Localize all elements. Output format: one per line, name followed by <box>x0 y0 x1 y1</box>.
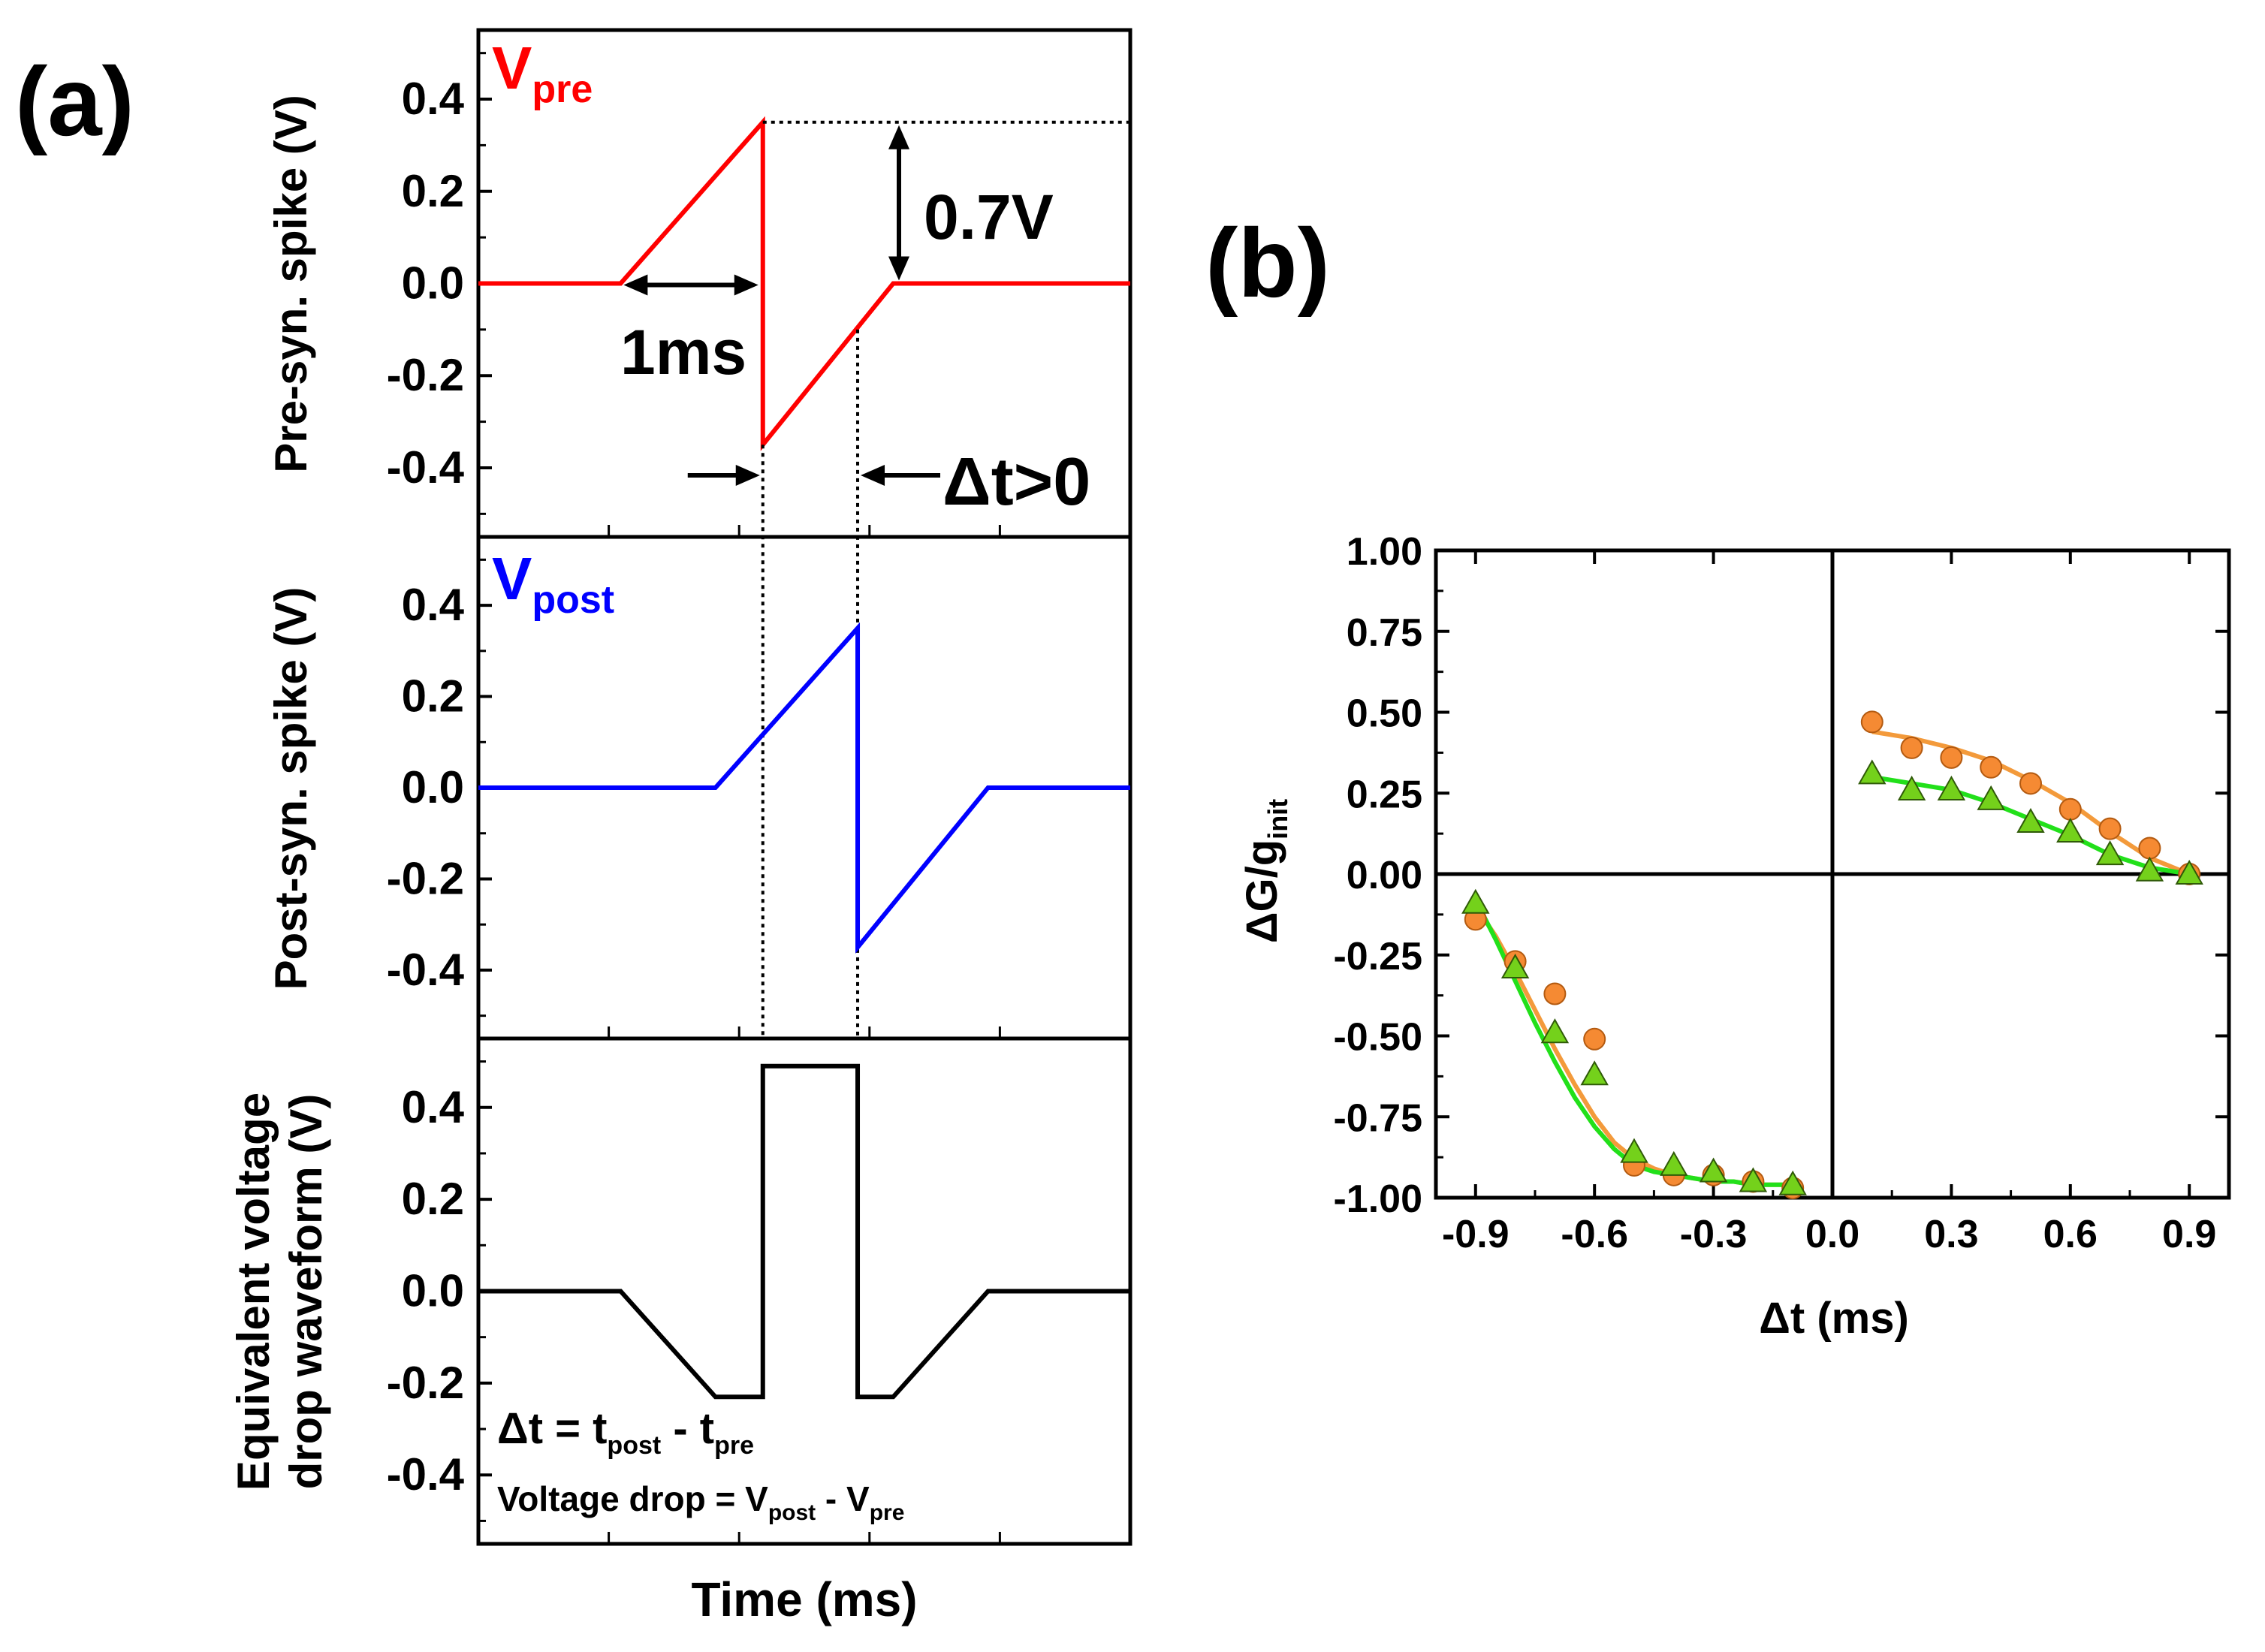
triangle-point <box>2175 859 2203 885</box>
b-xtick-label: -0.6 <box>1561 1213 1628 1256</box>
triangle-point <box>1937 775 1966 800</box>
voltage-drop-equation: Voltage drop = Vpost - Vpre <box>497 1479 904 1525</box>
triangle-point <box>2016 808 2045 834</box>
b-xtick-label: 0.9 <box>2162 1213 2216 1256</box>
b-xtick-label: -0.9 <box>1442 1213 1509 1256</box>
post-ytick-label: 0.2 <box>402 671 464 722</box>
triangle-point <box>1620 1138 1648 1163</box>
triangle-point <box>1977 785 2005 810</box>
triangle-point <box>1699 1157 1728 1183</box>
amplitude-arrow-head-up <box>888 125 909 149</box>
circle-point <box>2058 797 2082 821</box>
dt-arrow-right-head <box>861 465 885 486</box>
triangle-point <box>1461 888 1490 914</box>
dt-arrow-left-head <box>735 465 760 486</box>
post-ytick-label: -0.2 <box>387 853 464 903</box>
drop-ytick-label: -0.4 <box>387 1449 465 1500</box>
triangle-point <box>1897 775 1926 800</box>
drop-waveform <box>478 1063 1130 1400</box>
panel-b-label: (b) <box>1205 208 1330 318</box>
width-label: 1ms <box>620 317 746 387</box>
circle-point <box>2098 817 2122 840</box>
b-ytick-label: -0.50 <box>1333 1016 1422 1060</box>
drop-ylabel-line2: drop waveform (V) <box>281 1094 331 1490</box>
triangle-point <box>2056 817 2085 843</box>
b-xtick-label: 0.6 <box>2043 1213 2098 1256</box>
circle-point <box>1583 1027 1606 1051</box>
post-ytick-label: 0.4 <box>402 580 465 630</box>
drop-plot: 0.4 0.2 0.0 -0.2 -0.4 <box>387 1060 1132 1544</box>
b-ytick-label: 0.25 <box>1347 773 1422 816</box>
circle-point <box>2138 837 2161 860</box>
b-xtick-label: -0.3 <box>1680 1213 1748 1256</box>
dt-label: Δt>0 <box>942 445 1090 520</box>
b-xtick-label: 0.3 <box>1924 1213 1978 1256</box>
triangle-point <box>1739 1167 1768 1192</box>
pre-ytick-label: -0.2 <box>387 350 464 400</box>
b-ytick-label: 0.50 <box>1347 692 1422 736</box>
triangle-point <box>1778 1170 1807 1195</box>
circle-point <box>1543 982 1567 1005</box>
drop-ytick-label: 0.0 <box>402 1266 464 1316</box>
time-xlabel: Time (ms) <box>691 1572 917 1626</box>
amplitude-label: 0.7V <box>924 182 1054 252</box>
panel-b-plot: -0.9 -0.6 -0.3 0.0 0.3 0.6 0.9 1.00 0.75 0.50 0.25… <box>1333 530 2231 1256</box>
dt-equation: Δt = tpost - tpre <box>497 1404 754 1460</box>
pre-ytick-label: 0.2 <box>402 166 464 216</box>
circle-point <box>1900 736 1923 759</box>
post-ylabel: Post-syn. spike (V) <box>266 587 316 990</box>
pre-ytick-label: 0.0 <box>402 258 464 309</box>
pre-ylabel: Pre-syn. spike (V) <box>266 95 316 473</box>
triangle-point <box>1580 1060 1609 1086</box>
drop-ytick-label: -0.2 <box>387 1358 464 1408</box>
triangle-point <box>2095 840 2125 866</box>
post-spike-plot: 0.4 0.2 0.0 -0.2 -0.4 <box>387 558 1132 1039</box>
b-ylabel: ΔG/ginit <box>1238 799 1293 943</box>
b-xtick-label: 0.0 <box>1805 1213 1859 1256</box>
pre-ytick-label: -0.4 <box>387 442 465 493</box>
circle-point <box>2019 772 2042 795</box>
pre-spike-plot: 0.4 0.2 0.0 -0.2 -0.4 <box>387 52 1132 1039</box>
circle-point <box>1860 710 1883 734</box>
triangle-point <box>1858 759 1886 785</box>
drop-ytick-label: 0.2 <box>402 1174 464 1224</box>
pre-ytick-label: 0.4 <box>402 74 465 124</box>
triangle-point <box>1660 1150 1688 1176</box>
panel-a-label: (a) <box>15 47 134 156</box>
width-arrow-head-left <box>623 274 648 296</box>
b-ytick-label: 0.00 <box>1347 854 1422 897</box>
b-ytick-label: -0.25 <box>1333 935 1422 978</box>
circle-point <box>1980 755 2003 779</box>
drop-ylabel-line1: Equivalent voltage <box>228 1093 279 1491</box>
vpre-title: Vpre <box>492 35 593 111</box>
pre-waveform <box>478 116 1130 451</box>
vpost-title: Vpost <box>492 545 614 622</box>
b-ytick-label: 1.00 <box>1347 530 1422 574</box>
triangle-point <box>1540 1018 1570 1044</box>
circle-point <box>1940 746 1963 769</box>
amplitude-arrow-head-down <box>888 256 909 281</box>
b-ytick-label: 0.75 <box>1347 611 1422 655</box>
b-ytick-label: -1.00 <box>1333 1177 1422 1221</box>
triangle-point <box>1500 953 1530 978</box>
drop-ytick-label: 0.4 <box>402 1082 465 1132</box>
b-ytick-label: -0.75 <box>1333 1096 1422 1140</box>
width-arrow-head-right <box>734 274 759 296</box>
post-ytick-label: 0.0 <box>402 762 464 812</box>
post-ytick-label: -0.4 <box>387 945 465 995</box>
b-xlabel: Δt (ms) <box>1759 1294 1909 1343</box>
triangle-point <box>2135 856 2164 882</box>
post-waveform <box>478 622 1130 954</box>
